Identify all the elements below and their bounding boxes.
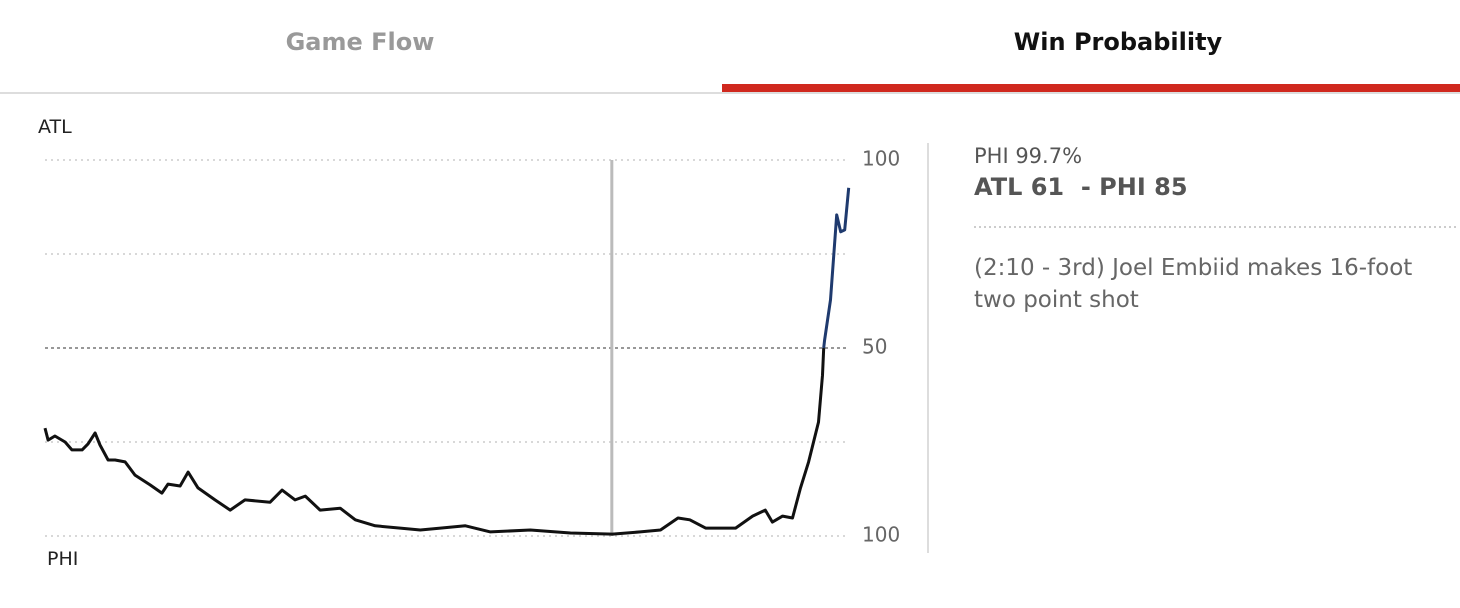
bottom-team-label: PHI xyxy=(47,548,79,570)
active-tab-underline xyxy=(722,84,1460,92)
y-tick-label: 50 xyxy=(862,335,887,359)
play-probability: PHI 99.7% xyxy=(974,144,1083,168)
win-probability-line xyxy=(43,347,826,536)
tab[interactable]: Game Flow xyxy=(285,28,435,56)
y-tick-label: 100 xyxy=(862,523,900,547)
top-team-label: ATL xyxy=(38,116,72,138)
play-description: (2:10 - 3rd) Joel Embiid makes 16-foot t… xyxy=(974,255,1413,313)
tab-active[interactable]: Win Probability xyxy=(1013,28,1223,56)
win-probability-line xyxy=(822,187,851,349)
y-tick-label: 100 xyxy=(862,147,900,171)
play-score: ATL 61 - PHI 85 xyxy=(974,173,1188,201)
